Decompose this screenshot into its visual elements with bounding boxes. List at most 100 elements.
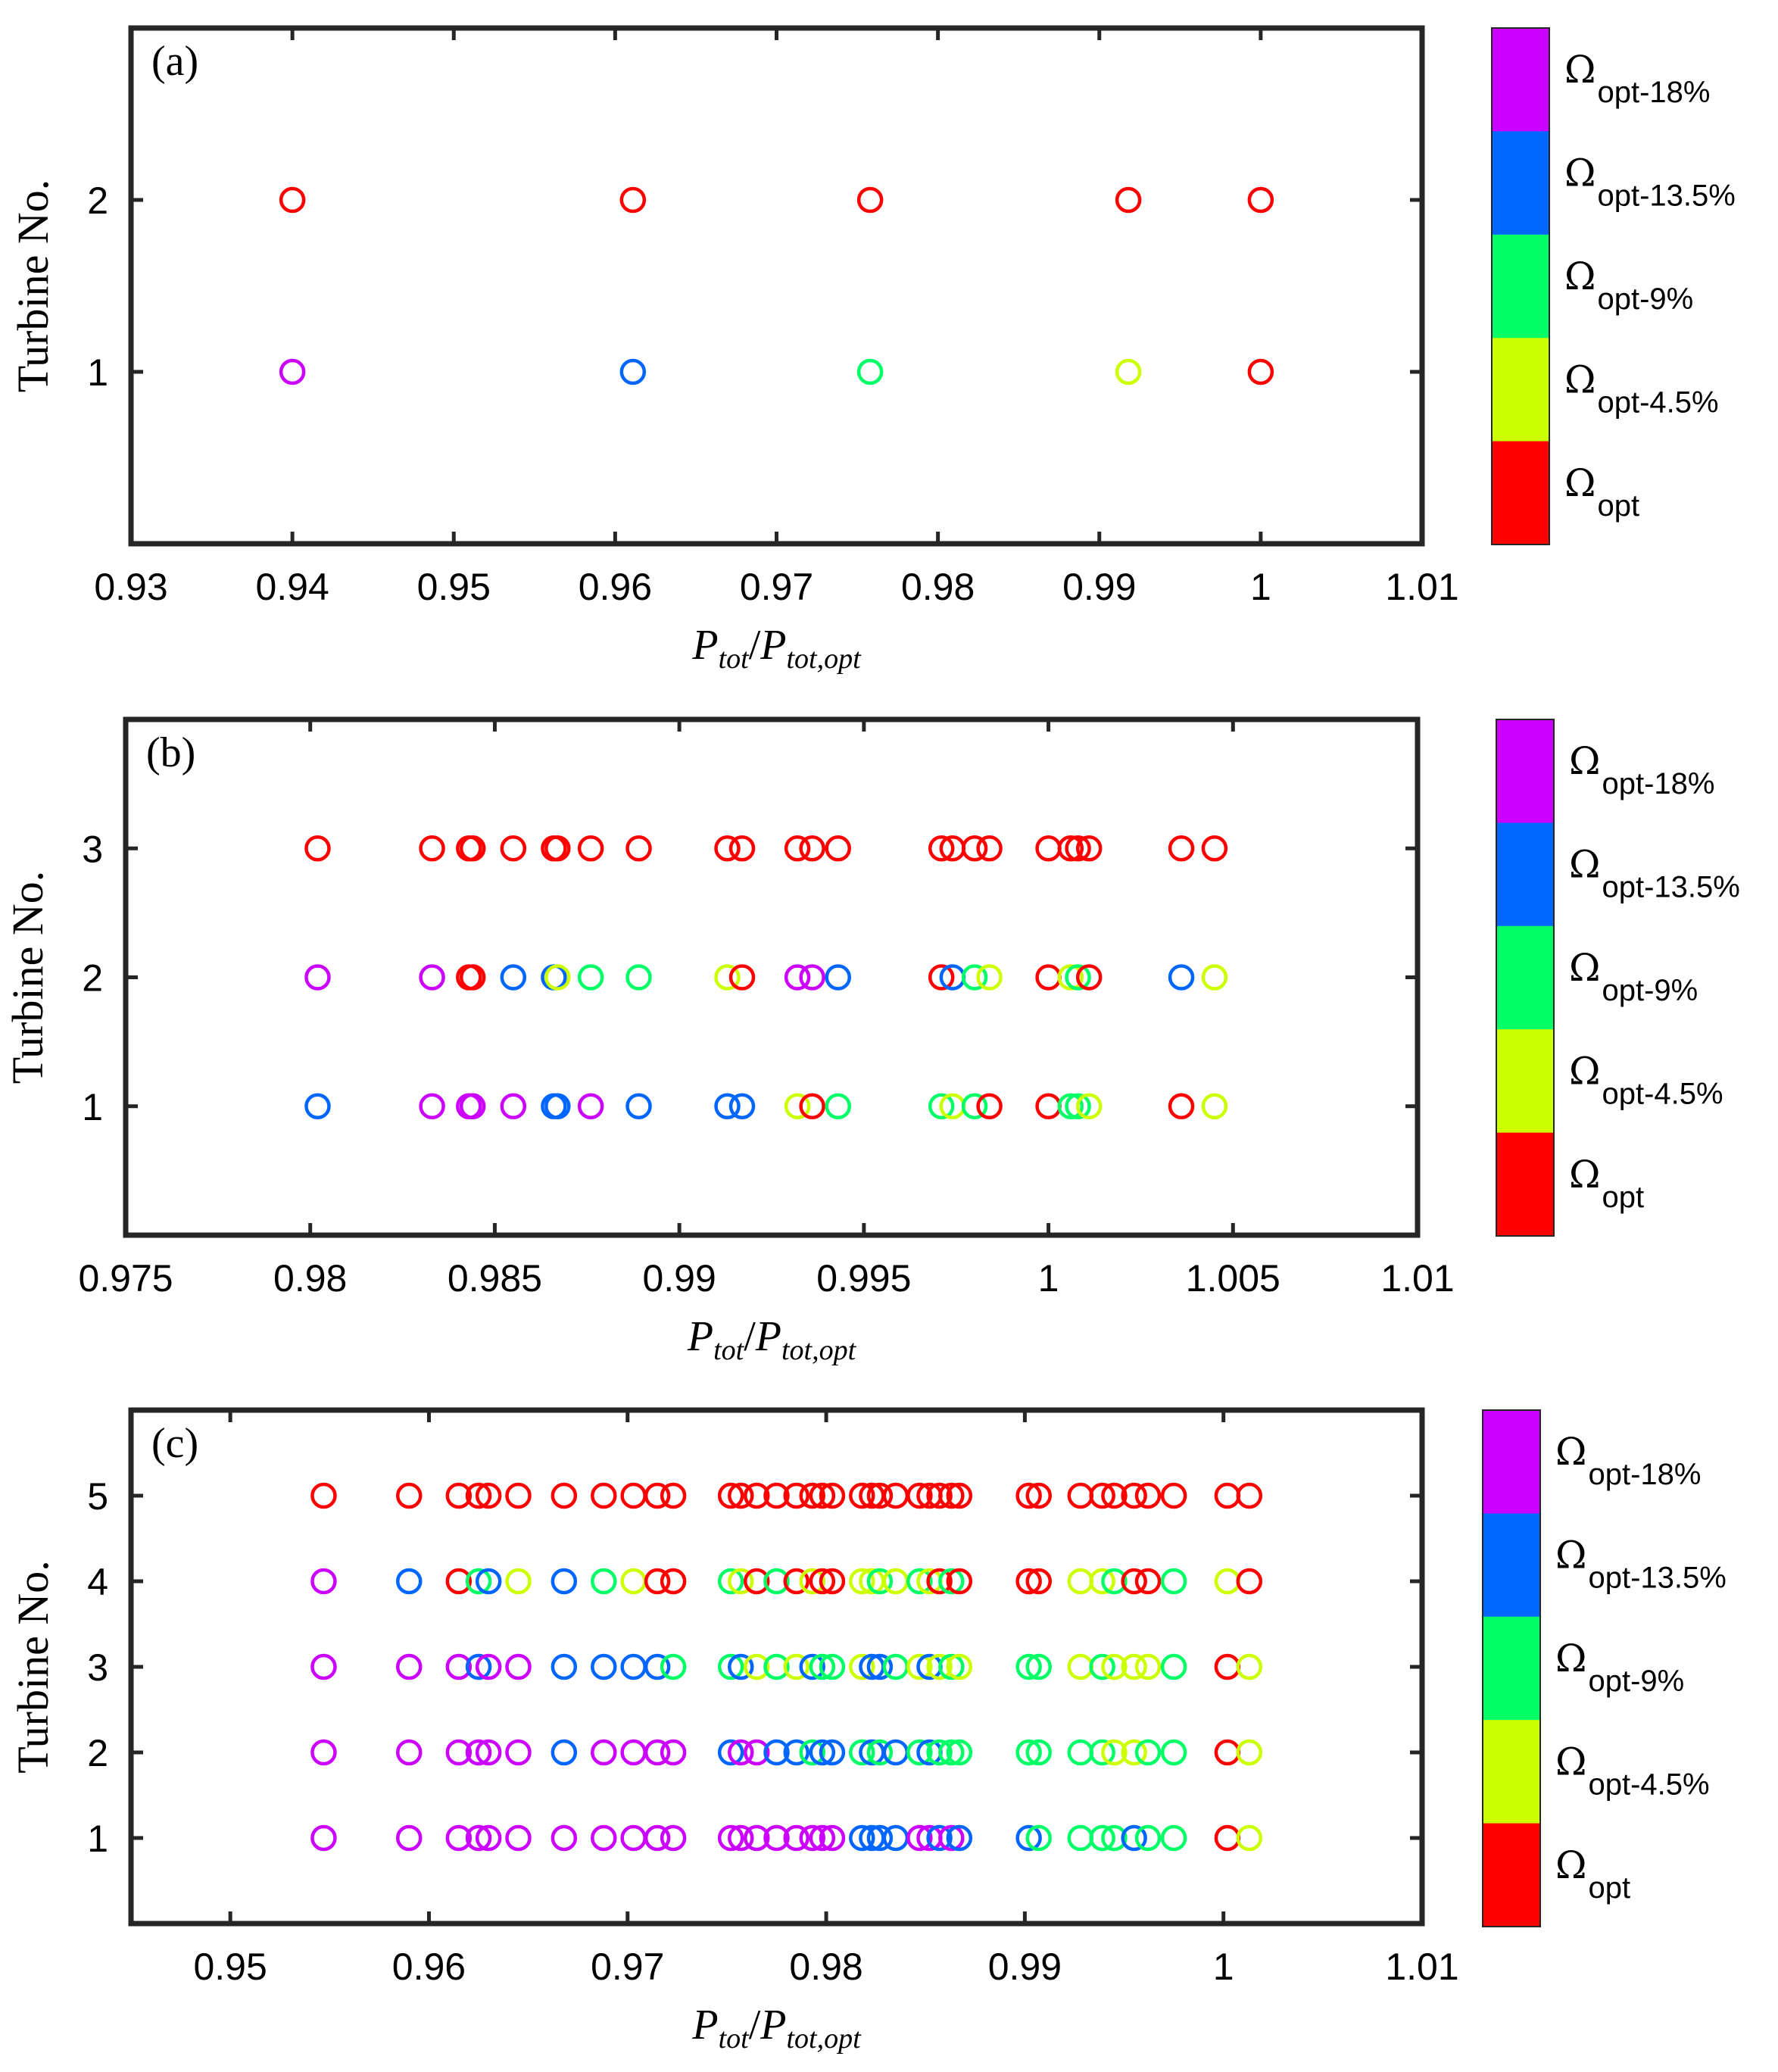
data-point <box>1201 964 1228 991</box>
data-point <box>799 964 825 991</box>
x-axis-label: Ptot/Ptot,opt <box>691 2002 862 2055</box>
data-point <box>1121 1482 1147 1509</box>
data-point <box>551 1653 578 1680</box>
y-axis-label: Turbine No. <box>8 1560 58 1773</box>
data-point <box>1101 1568 1128 1595</box>
data-point <box>866 1653 894 1680</box>
data-point <box>660 1653 687 1680</box>
data-point <box>1115 186 1142 214</box>
data-point <box>1101 1482 1128 1509</box>
data-point <box>1075 964 1103 991</box>
data-point <box>799 1824 825 1852</box>
data-point <box>728 1824 754 1852</box>
data-point <box>763 1739 790 1766</box>
data-point <box>926 1653 953 1680</box>
data-point <box>577 964 604 991</box>
data-point <box>926 1568 953 1595</box>
data-point <box>809 1653 836 1680</box>
data-point <box>1089 1824 1115 1852</box>
colorbar-segment <box>1496 1132 1554 1237</box>
data-point <box>1101 1653 1128 1680</box>
x-tick-label: 0.98 <box>273 1257 347 1300</box>
data-point <box>395 1739 423 1766</box>
data-point <box>926 1739 953 1766</box>
data-point <box>849 1824 875 1852</box>
colorbar-label: Ωopt-9% <box>1564 254 1693 316</box>
data-point <box>505 1739 532 1766</box>
colorbar-label: Ωopt-4.5% <box>1564 357 1719 419</box>
data-point <box>1236 1482 1263 1509</box>
x-tick-label: 0.98 <box>789 1946 862 1988</box>
data-point <box>310 1653 337 1680</box>
data-point <box>728 964 756 991</box>
data-point <box>660 1568 687 1595</box>
data-point <box>938 1482 965 1509</box>
data-point <box>1236 1568 1263 1595</box>
data-point <box>744 1824 770 1852</box>
data-point <box>500 835 527 862</box>
colorbar: Ωopt-18% Ωopt-13.5% Ωopt-9% Ωopt-4.5% Ωopt <box>1482 1409 1727 1927</box>
x-tick-label: 0.96 <box>579 566 652 608</box>
data-point <box>660 1482 687 1509</box>
data-point <box>1201 835 1228 862</box>
data-point <box>825 964 851 991</box>
data-point <box>866 1568 894 1595</box>
data-point <box>445 1739 473 1766</box>
data-point <box>1134 1653 1162 1680</box>
data-point <box>799 1568 825 1595</box>
colorbar-segment <box>1492 441 1549 545</box>
data-point <box>625 964 652 991</box>
data-point <box>591 1653 617 1680</box>
data-point <box>946 1568 973 1595</box>
data-point <box>419 835 445 862</box>
data-point <box>551 1824 578 1852</box>
data-point <box>1065 964 1091 991</box>
data-point <box>1201 1093 1228 1119</box>
data-point <box>544 1093 571 1119</box>
data-point <box>1247 186 1274 214</box>
data-point <box>1134 1739 1162 1766</box>
data-point <box>1134 1824 1162 1852</box>
data-point <box>825 835 851 862</box>
y-axis-label: Turbine No. <box>3 871 52 1084</box>
x-tick-label: 0.93 <box>94 566 167 608</box>
data-point <box>714 1093 741 1119</box>
data-point <box>591 1482 617 1509</box>
y-tick-label: 4 <box>87 1561 108 1603</box>
data-point <box>1160 1824 1187 1852</box>
x-axis-label: Ptot/Ptot,opt <box>687 1313 857 1366</box>
data-point <box>849 1739 875 1766</box>
data-point <box>849 1568 875 1595</box>
data-point <box>1015 1739 1042 1766</box>
data-point <box>577 1093 604 1119</box>
data-point <box>445 1482 473 1509</box>
data-point <box>395 1824 423 1852</box>
data-point <box>717 1824 744 1852</box>
data-point <box>644 1568 671 1595</box>
data-point <box>819 1653 846 1680</box>
colorbar-frame <box>1482 1409 1541 1927</box>
data-point <box>445 1653 473 1680</box>
colorbar-segment <box>1496 925 1554 1030</box>
colorbar-segment <box>1496 719 1554 823</box>
data-point <box>1089 1739 1115 1766</box>
data-point <box>744 1653 770 1680</box>
x-tick-label: 1 <box>1038 1257 1059 1300</box>
plot-frame <box>128 1407 1425 1927</box>
data-point <box>475 1824 502 1852</box>
data-point <box>619 358 647 385</box>
data-point <box>717 1739 744 1766</box>
data-point <box>961 835 988 862</box>
data-point <box>866 1739 894 1766</box>
y-tick-label: 1 <box>82 1086 103 1128</box>
data-point <box>1065 835 1091 862</box>
colorbar-label: Ωopt-13.5% <box>1569 843 1740 904</box>
data-point <box>809 1824 836 1852</box>
data-point <box>717 1568 744 1595</box>
colorbar-label: Ωopt-9% <box>1569 946 1698 1007</box>
data-point <box>744 1568 770 1595</box>
chart-panel-a: 0.93 0.94 0.95 0.96 0.97 0.98 0.99 1 1.01 1 2 (a) Tu… <box>8 25 1736 675</box>
colorbar-segment <box>1483 1410 1540 1514</box>
data-point <box>809 1482 836 1509</box>
data-point <box>928 1093 955 1119</box>
